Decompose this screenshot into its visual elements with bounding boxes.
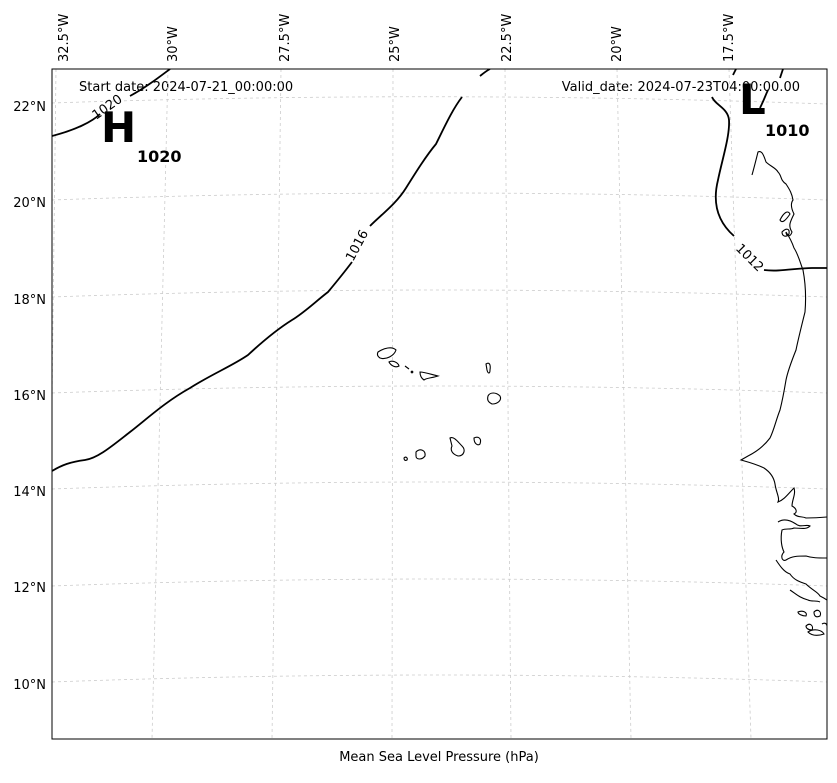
lon-tick-label: 30°W — [166, 26, 181, 62]
cape-verde-islands — [376, 347, 502, 461]
lat-tick-labels: 22°N 20°N 18°N 16°N 14°N 12°N 10°N — [13, 100, 46, 693]
isobar-1016-upper — [369, 96, 463, 227]
x-axis-label: Mean Sea Level Pressure (hPa) — [339, 750, 539, 765]
lon-tick-label: 22.5°W — [500, 14, 515, 62]
isobar-1010 — [759, 89, 769, 109]
lat-tick-label: 22°N — [13, 100, 46, 115]
low-pressure-center: L 1010 — [739, 75, 810, 140]
lon-tick-label: 25°W — [388, 26, 403, 62]
high-value: 1020 — [137, 147, 182, 166]
lat-tick-label: 20°N — [13, 196, 46, 211]
lat-tick-label: 14°N — [13, 485, 46, 500]
isobars — [52, 69, 827, 472]
lon-tick-label: 32.5°W — [57, 14, 72, 62]
valid-date-label: Valid_date: 2024-07-23T04:00:00.00 — [562, 80, 800, 95]
isobar-1016-top — [479, 69, 491, 77]
lon-tick-label: 20°W — [610, 26, 625, 62]
isobar-1020 — [52, 113, 101, 137]
lat-tick-label: 16°N — [13, 389, 46, 404]
lat-tick-label: 10°N — [13, 678, 46, 693]
isobar-1016 — [52, 261, 353, 472]
graticule — [52, 69, 827, 739]
lon-tick-label: 17.5°W — [722, 14, 737, 62]
lon-tick-label: 27.5°W — [278, 14, 293, 62]
lon-tick-labels: 32.5°W 30°W 27.5°W 25°W 22.5°W 20°W 17.5… — [57, 14, 737, 62]
lat-tick-label: 18°N — [13, 293, 46, 308]
contour-label: 1016 — [343, 228, 372, 264]
isobar-1012 — [711, 96, 735, 237]
lat-tick-label: 12°N — [13, 581, 46, 596]
map-frame — [51, 68, 828, 740]
isobar-1012-right — [763, 267, 827, 272]
low-letter: L — [739, 75, 766, 124]
start-date-label: Start date: 2024-07-21_00:00:00 — [79, 80, 293, 95]
contour-label: 1012 — [732, 241, 766, 275]
coastline-africa — [739, 151, 827, 636]
isobar-1010-top — [779, 69, 784, 79]
isobar-1012-top — [732, 69, 737, 76]
low-value: 1010 — [765, 121, 810, 140]
isobar-1020-top — [129, 69, 171, 97]
high-letter: H — [101, 103, 136, 152]
high-pressure-center: H 1020 — [101, 103, 182, 166]
